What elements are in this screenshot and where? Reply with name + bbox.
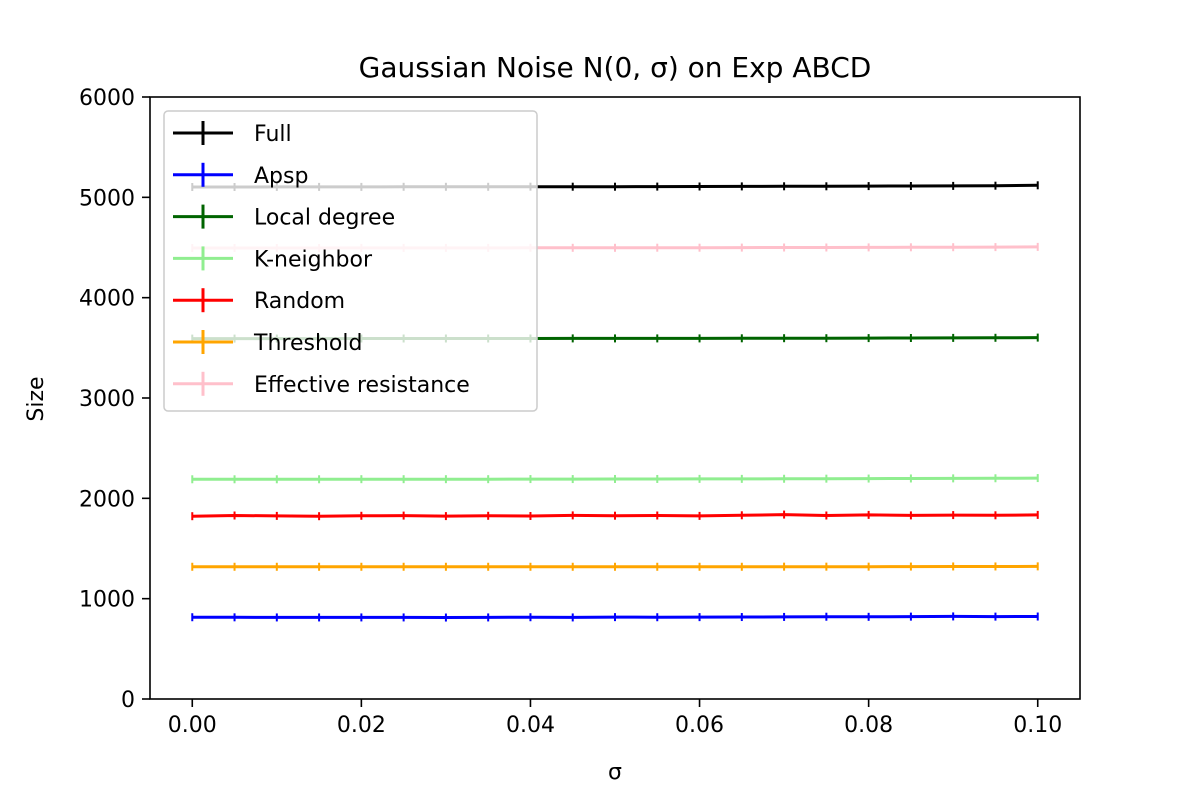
y-axis-label: Size bbox=[24, 376, 49, 421]
x-axis: 0.00 0.02 0.04 0.06 0.08 0.10 bbox=[168, 699, 1062, 738]
x-tick-label: 0.02 bbox=[337, 713, 386, 738]
series-threshold bbox=[191, 562, 1039, 571]
x-tick-label: 0.04 bbox=[506, 713, 555, 738]
legend-entry-threshold: Threshold bbox=[173, 330, 362, 356]
chart-title: Gaussian Noise N(0, σ) on Exp ABCD bbox=[359, 51, 872, 84]
y-tick-label: 5000 bbox=[79, 186, 135, 211]
y-tick-label: 2000 bbox=[79, 487, 135, 512]
x-tick-label: 0.10 bbox=[1013, 713, 1062, 738]
legend: Full Apsp Local degree K-neighbor Random Thre… bbox=[163, 110, 538, 412]
x-tick-label: 0.00 bbox=[168, 713, 217, 738]
x-axis-label: σ bbox=[608, 760, 622, 785]
y-tick-label: 4000 bbox=[79, 287, 135, 312]
y-tick-label: 3000 bbox=[79, 387, 135, 412]
y-tick-label: 6000 bbox=[79, 86, 135, 111]
legend-label: K-neighbor bbox=[254, 247, 373, 272]
legend-entry-full: Full bbox=[173, 121, 292, 147]
series-random bbox=[191, 510, 1039, 521]
x-tick-label: 0.06 bbox=[675, 713, 724, 738]
legend-label: Apsp bbox=[254, 164, 308, 189]
legend-label: Local degree bbox=[254, 206, 395, 231]
legend-label: Effective resistance bbox=[254, 373, 470, 398]
y-tick-label: 0 bbox=[121, 688, 135, 713]
legend-label: Random bbox=[254, 289, 345, 314]
x-tick-label: 0.08 bbox=[844, 713, 893, 738]
legend-entry-apsp: Apsp bbox=[173, 162, 308, 189]
y-axis: 0 1000 2000 3000 4000 5000 6000 bbox=[79, 86, 150, 713]
legend-label: Threshold bbox=[253, 331, 362, 356]
legend-entry-effective-resistance: Effective resistance bbox=[173, 371, 470, 398]
legend-entry-k-neighbor: K-neighbor bbox=[173, 246, 373, 272]
legend-label: Full bbox=[254, 122, 292, 147]
series-k-neighbor bbox=[191, 474, 1039, 484]
series-apsp bbox=[191, 612, 1039, 622]
legend-box bbox=[163, 110, 538, 412]
y-tick-label: 1000 bbox=[79, 588, 135, 613]
legend-entry-local-degree: Local degree bbox=[173, 204, 395, 231]
legend-entry-random: Random bbox=[173, 288, 345, 314]
